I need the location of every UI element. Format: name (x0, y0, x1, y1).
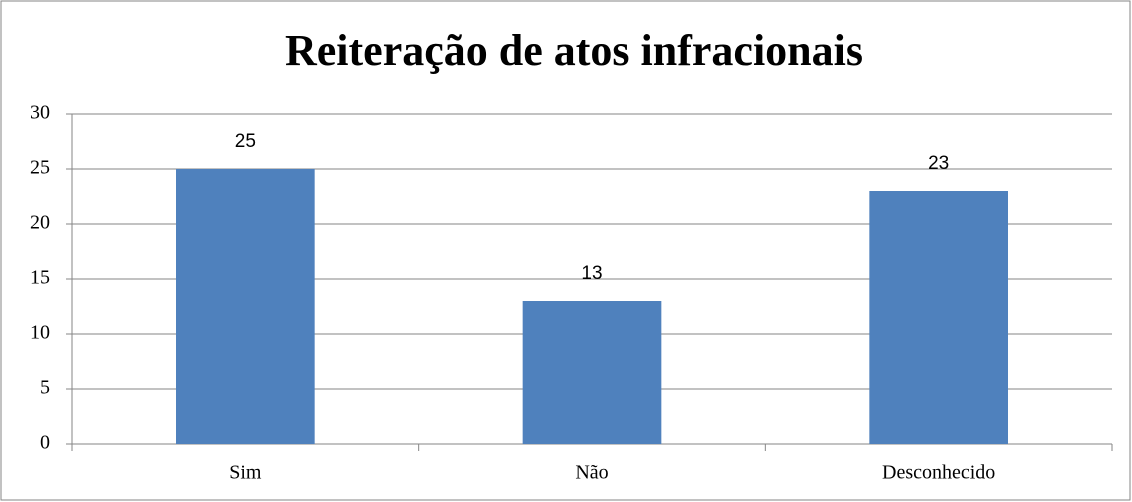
y-tick-label: 25 (30, 157, 50, 179)
y-tick-label: 5 (40, 377, 50, 399)
y-tick-label: 15 (30, 267, 50, 289)
y-tick-label: 30 (30, 102, 50, 124)
bar (522, 301, 662, 444)
x-tick-label: Desconhecido (882, 462, 995, 484)
bar (176, 169, 315, 444)
chart-title: Reiteração de atos infracionais (285, 26, 863, 75)
y-tick-label: 0 (40, 432, 50, 454)
x-tick-label: Não (575, 462, 608, 484)
data-label: 23 (928, 153, 949, 174)
y-tick-label: 20 (30, 212, 50, 234)
x-tick-label: Sim (229, 462, 262, 484)
bar (869, 191, 1008, 444)
data-label: 13 (581, 263, 602, 284)
y-tick-label: 10 (30, 322, 50, 344)
data-label: 25 (235, 131, 256, 152)
